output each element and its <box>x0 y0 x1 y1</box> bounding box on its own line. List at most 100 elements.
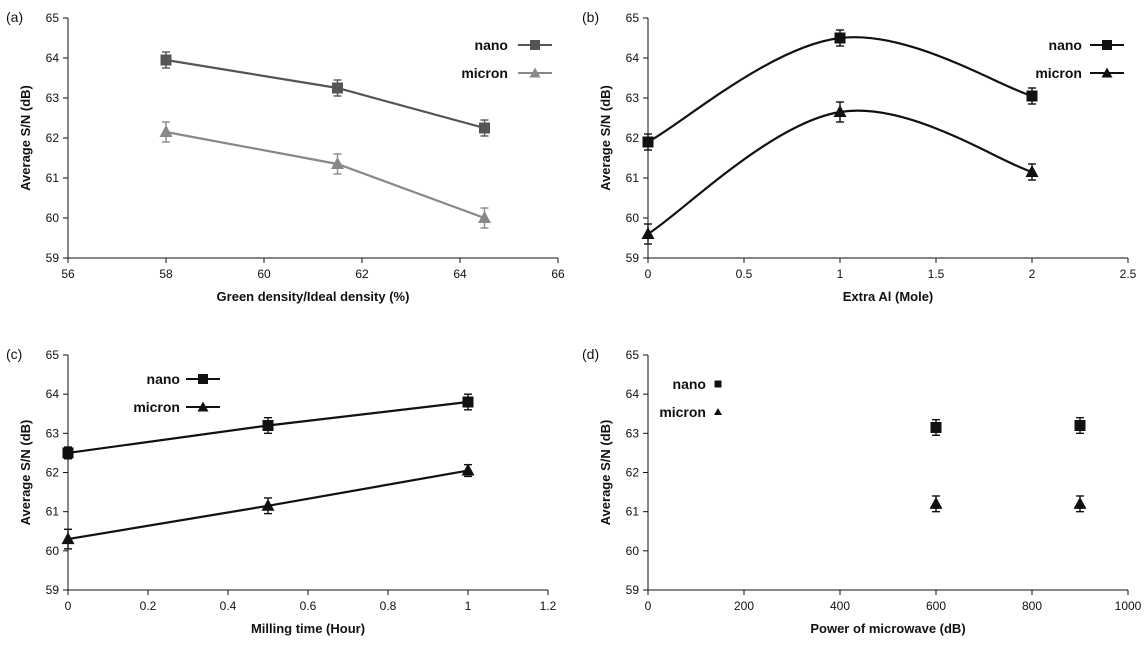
y-tick-label: 60 <box>46 544 60 558</box>
legend-label-micron: micron <box>659 404 706 420</box>
x-tick-label: 0 <box>645 267 652 281</box>
y-tick-label: 63 <box>626 91 640 105</box>
y-tick-label: 63 <box>46 91 60 105</box>
square-marker <box>479 122 490 134</box>
x-tick-label: 0.5 <box>736 267 753 281</box>
y-tick-label: 63 <box>626 426 640 440</box>
x-axis-title: Green density/Ideal density (%) <box>217 289 410 304</box>
triangle-marker <box>833 105 847 117</box>
legend-label-nano: nano <box>475 37 508 53</box>
triangle-marker <box>61 532 75 545</box>
legend-label-micron: micron <box>461 65 508 81</box>
legend-label-nano: nano <box>147 371 180 387</box>
x-tick-label: 60 <box>257 267 271 281</box>
legend-triangle-marker <box>197 401 209 412</box>
legend-label-nano: nano <box>1049 37 1082 53</box>
y-tick-label: 64 <box>626 51 640 65</box>
x-tick-label: 1 <box>465 599 472 613</box>
series-micron <box>929 495 1087 513</box>
x-tick-label: 58 <box>159 267 173 281</box>
y-tick-label: 64 <box>626 387 640 401</box>
legend-label-nano: nano <box>673 376 706 392</box>
triangle-marker <box>929 496 943 509</box>
series-line <box>165 130 485 220</box>
series-nano <box>930 416 1086 436</box>
triangle-marker <box>478 211 491 223</box>
series-nano <box>160 51 490 137</box>
y-tick-label: 60 <box>626 544 640 558</box>
series-micron <box>641 101 1039 245</box>
x-tick-label: 1.2 <box>540 599 557 613</box>
square-marker <box>1074 420 1086 431</box>
y-axis-title: Average S/N (dB) <box>18 420 33 526</box>
series-line <box>647 36 1033 143</box>
y-tick-label: 59 <box>626 251 640 265</box>
square-marker <box>834 32 846 44</box>
y-tick-label: 62 <box>46 131 60 145</box>
square-marker <box>332 82 343 94</box>
square-marker <box>462 396 474 408</box>
x-tick-label: 0.6 <box>300 599 317 613</box>
y-tick-label: 61 <box>626 505 640 519</box>
triangle-marker <box>331 157 344 169</box>
triangle-marker <box>261 498 275 511</box>
y-tick-label: 65 <box>46 348 60 362</box>
legend-label-micron: micron <box>133 399 180 415</box>
square-marker <box>1026 90 1038 102</box>
x-tick-label: 62 <box>355 267 369 281</box>
x-tick-label: 200 <box>734 599 754 613</box>
legend-square-marker <box>714 380 722 388</box>
x-tick-label: 66 <box>551 267 565 281</box>
y-tick-label: 63 <box>46 426 60 440</box>
y-axis-title: Average S/N (dB) <box>18 85 33 191</box>
triangle-marker <box>159 125 173 137</box>
series-nano <box>642 29 1038 151</box>
y-tick-label: 62 <box>46 466 60 480</box>
y-tick-label: 64 <box>46 387 60 401</box>
panel-3: (d) 59 60 61 62 63 64 65 0 200 400 600 800 1000 Power … <box>582 346 1142 636</box>
square-marker <box>642 136 654 148</box>
y-tick-label: 59 <box>46 583 60 597</box>
y-tick-label: 65 <box>626 348 640 362</box>
y-tick-label: 64 <box>46 51 60 65</box>
panel-2: (c) 59 60 61 62 63 64 65 0 0.2 0.4 0.6 0.8 1 1.2 Millin… <box>6 346 557 636</box>
x-axis-title: Milling time (Hour) <box>251 621 365 636</box>
legend-triangle-marker <box>714 408 722 415</box>
panel-1: (b) 59 60 61 62 63 64 65 0 0.5 1 1.5 2 2.5 Extra Al (M… <box>582 9 1137 304</box>
x-tick-label: 64 <box>453 267 467 281</box>
legend-square-marker <box>198 374 208 384</box>
x-tick-label: 0.8 <box>380 599 397 613</box>
series-nano <box>62 393 474 460</box>
y-tick-label: 65 <box>626 11 640 25</box>
triangle-marker <box>641 227 655 239</box>
x-tick-label: 2 <box>1029 267 1036 281</box>
x-tick-label: 0.4 <box>220 599 237 613</box>
x-tick-label: 1.5 <box>928 267 945 281</box>
x-tick-label: 400 <box>830 599 850 613</box>
x-tick-label: 600 <box>926 599 946 613</box>
series-micron <box>159 121 491 229</box>
y-tick-label: 61 <box>626 171 640 185</box>
y-axis-title: Average S/N (dB) <box>598 85 613 191</box>
panel-label: (b) <box>582 9 599 25</box>
square-marker <box>160 54 172 66</box>
series-micron <box>61 463 475 550</box>
panel-label: (d) <box>582 346 599 362</box>
x-tick-label: 1000 <box>1115 599 1142 613</box>
y-tick-label: 61 <box>46 171 60 185</box>
x-axis-title: Extra Al (Mole) <box>843 289 934 304</box>
x-tick-label: 1 <box>837 267 844 281</box>
series-line <box>647 109 1033 235</box>
x-tick-label: 800 <box>1022 599 1042 613</box>
legend-label-micron: micron <box>1035 65 1082 81</box>
x-tick-label: 0 <box>65 599 72 613</box>
y-tick-label: 59 <box>626 583 640 597</box>
y-tick-label: 61 <box>46 505 60 519</box>
y-tick-label: 60 <box>46 211 60 225</box>
x-tick-label: 0.2 <box>140 599 157 613</box>
x-tick-label: 2.5 <box>1120 267 1137 281</box>
triangle-marker <box>1025 165 1039 177</box>
y-tick-label: 65 <box>46 11 60 25</box>
